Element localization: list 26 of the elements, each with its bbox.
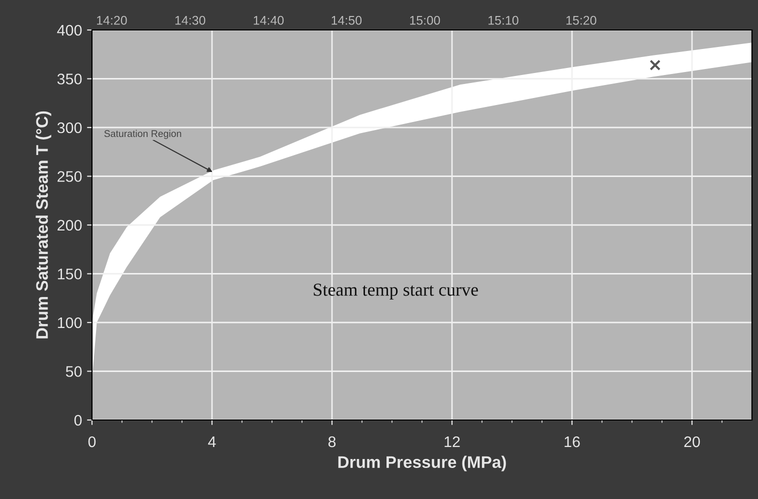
y-tick-label: 350 (57, 74, 82, 84)
y-tick-label: 400 (57, 24, 82, 36)
x-tick-label: 12 (444, 436, 460, 448)
x-tick-label: 0 (88, 436, 96, 448)
x-axis-title: Drum Pressure (MPa) (338, 456, 506, 472)
x-tick-label: 16 (564, 436, 580, 448)
annotation: Steam temp start curve (314, 284, 478, 300)
x-tick-label: 4 (208, 436, 216, 448)
y-tick-label: 200 (58, 220, 82, 231)
x2-tick-label: 14:40 (254, 16, 284, 25)
y-tick-label: 50 (66, 366, 82, 377)
y-tick-label: 100 (58, 317, 82, 328)
x-tick-label: 20 (684, 436, 700, 448)
y-tick-label: 300 (57, 122, 82, 134)
annotation: Saturation Region (104, 130, 182, 139)
x2-tick-label: 15:20 (566, 16, 596, 25)
y-tick-label: 250 (58, 171, 82, 182)
x2-tick-label: 14:50 (332, 16, 362, 25)
x2-tick-label: 14:30 (175, 16, 206, 25)
x2-tick-label: 15:10 (488, 16, 518, 25)
x-tick-label: 8 (328, 436, 336, 448)
y-tick-label: 150 (58, 268, 82, 280)
x2-tick-label: 14:20 (97, 16, 127, 25)
y-axis-title: Drum Saturated Steam T (°C) (36, 111, 52, 338)
x2-tick-label: 15:00 (410, 16, 440, 25)
y-tick-label: 0 (74, 414, 82, 426)
